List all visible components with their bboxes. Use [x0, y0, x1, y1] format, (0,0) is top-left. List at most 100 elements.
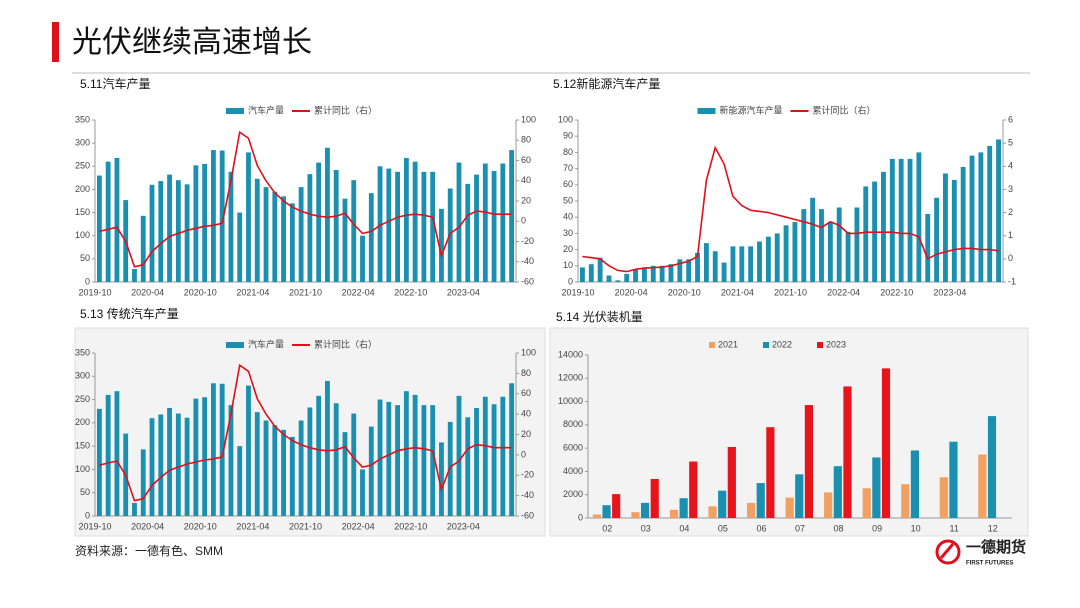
x-tick-label: 2019-10	[561, 287, 594, 297]
y-tick-label: 90	[563, 131, 573, 141]
bar	[298, 420, 304, 516]
bar	[439, 442, 444, 516]
y-tick-label: 350	[75, 347, 90, 357]
y2-tick-label: -60	[521, 276, 534, 286]
bar	[228, 405, 234, 516]
bar	[167, 174, 172, 282]
x-tick-label: 08	[834, 523, 844, 533]
bar	[881, 171, 886, 282]
bar	[325, 147, 330, 282]
title-marker	[52, 22, 59, 62]
bar	[219, 150, 225, 282]
bar	[801, 209, 807, 282]
bar	[509, 150, 515, 282]
y-tick-label: 60	[563, 179, 573, 189]
legend-label: 2021	[718, 339, 738, 349]
bar	[333, 403, 339, 516]
y2-tick-label: 0	[521, 449, 526, 459]
x-tick-label: 10	[911, 523, 921, 533]
x-tick-label: 03	[641, 523, 651, 533]
bar	[747, 502, 756, 518]
x-tick-label: 2022-04	[342, 287, 375, 297]
y-tick-label: 30	[563, 228, 573, 238]
bar	[465, 417, 471, 516]
bar	[925, 213, 931, 282]
y2-tick-label: 20	[521, 195, 531, 205]
bar	[237, 212, 243, 282]
y-tick-label: 250	[75, 161, 90, 171]
bar	[421, 405, 427, 516]
y2-tick-label: -40	[521, 490, 534, 500]
chart-title: 5.13 传统汽车产量	[80, 306, 179, 321]
y-tick-label: 50	[563, 195, 573, 205]
y2-tick-label: -1	[1008, 276, 1016, 286]
bar	[175, 413, 181, 516]
bar	[386, 401, 392, 516]
bar	[836, 207, 842, 282]
bar	[721, 262, 727, 282]
bar	[105, 394, 111, 516]
bar	[824, 492, 833, 518]
bar	[916, 152, 922, 282]
bar	[872, 457, 881, 518]
bar	[783, 225, 789, 282]
bar	[289, 203, 295, 282]
bar	[439, 208, 444, 282]
line	[582, 145, 999, 273]
y-tick-label: 100	[75, 464, 90, 474]
bar	[939, 477, 948, 518]
bar	[351, 180, 357, 282]
logo-sub: FIRST FUTURES	[966, 561, 1013, 567]
bar	[386, 168, 392, 282]
y-tick-label: 6000	[563, 443, 583, 453]
x-tick-label: 2021-04	[236, 521, 269, 531]
bar	[193, 165, 199, 282]
bar	[606, 275, 612, 282]
x-tick-label: 09	[872, 523, 882, 533]
bar	[456, 395, 462, 516]
bar	[316, 395, 322, 516]
bar	[804, 405, 814, 518]
bar	[491, 170, 497, 282]
bar	[641, 502, 650, 518]
bar	[500, 163, 506, 282]
bar	[792, 222, 798, 282]
y-tick-label: 300	[75, 138, 90, 148]
logo-mark	[935, 539, 961, 565]
x-tick-label: 2021-10	[289, 287, 322, 297]
bar	[149, 184, 155, 282]
bar	[889, 158, 895, 282]
line	[99, 363, 512, 502]
bar	[114, 157, 120, 282]
bar	[827, 222, 833, 282]
bar	[272, 425, 278, 516]
bar	[650, 265, 656, 282]
line	[99, 130, 512, 268]
bar	[202, 163, 208, 282]
y-tick-label: 100	[558, 114, 573, 124]
bar	[140, 215, 146, 282]
x-tick-label: 05	[718, 523, 728, 533]
bar	[843, 386, 852, 518]
x-tick-label: 2020-04	[615, 287, 648, 297]
bar	[686, 259, 692, 282]
bar	[765, 236, 771, 282]
chart-title: 5.12新能源汽车产量	[553, 76, 660, 91]
bar	[403, 157, 409, 282]
y-tick-label: 2000	[563, 489, 583, 499]
x-tick-label: 2021-04	[236, 287, 269, 297]
y-tick-label: 150	[75, 207, 90, 217]
legend-label: 2023	[826, 339, 846, 349]
y-tick-label: 40	[563, 212, 573, 222]
y-tick-label: 0	[578, 512, 583, 522]
x-tick-label: 2021-10	[289, 521, 322, 531]
y2-tick-label: 0	[521, 216, 526, 226]
bar	[739, 246, 745, 282]
bar	[184, 184, 190, 282]
bar	[730, 246, 736, 282]
y2-tick-label: 1	[1008, 230, 1013, 240]
bar	[641, 267, 647, 282]
bar	[254, 178, 260, 282]
bar	[612, 494, 621, 518]
bar	[602, 505, 611, 518]
